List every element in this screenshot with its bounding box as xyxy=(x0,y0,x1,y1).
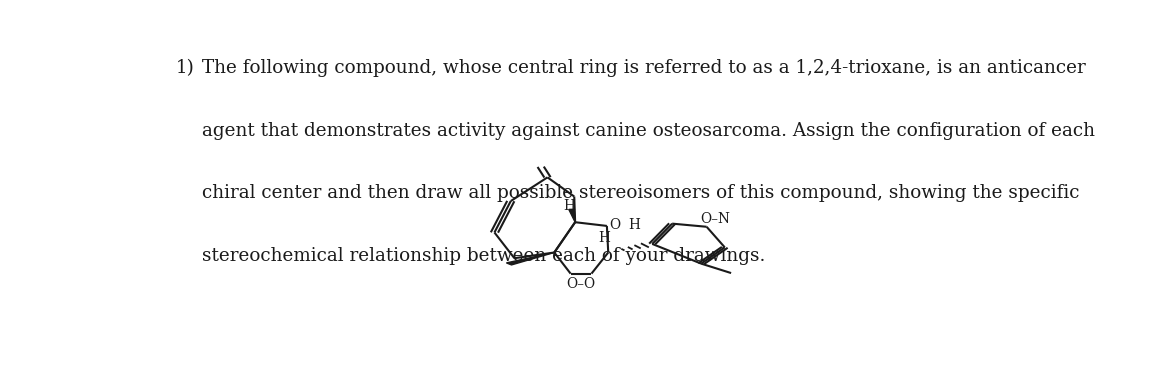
Polygon shape xyxy=(507,253,555,265)
Text: O–N: O–N xyxy=(700,212,730,226)
Text: agent that demonstrates activity against canine osteosarcoma. Assign the configu: agent that demonstrates activity against… xyxy=(202,122,1095,139)
Text: H: H xyxy=(564,200,576,213)
Text: The following compound, whose central ring is referred to as a 1,2,4-trioxane, i: The following compound, whose central ri… xyxy=(202,59,1086,77)
Polygon shape xyxy=(569,209,576,222)
Text: H: H xyxy=(628,218,640,232)
Text: H: H xyxy=(598,231,610,244)
Text: O: O xyxy=(610,218,621,232)
Text: stereochemical relationship between each of your drawings.: stereochemical relationship between each… xyxy=(202,247,766,265)
Text: O–O: O–O xyxy=(566,278,596,292)
Text: chiral center and then draw all possible stereoisomers of this compound, showing: chiral center and then draw all possible… xyxy=(202,184,1080,203)
Text: 1): 1) xyxy=(177,59,195,77)
